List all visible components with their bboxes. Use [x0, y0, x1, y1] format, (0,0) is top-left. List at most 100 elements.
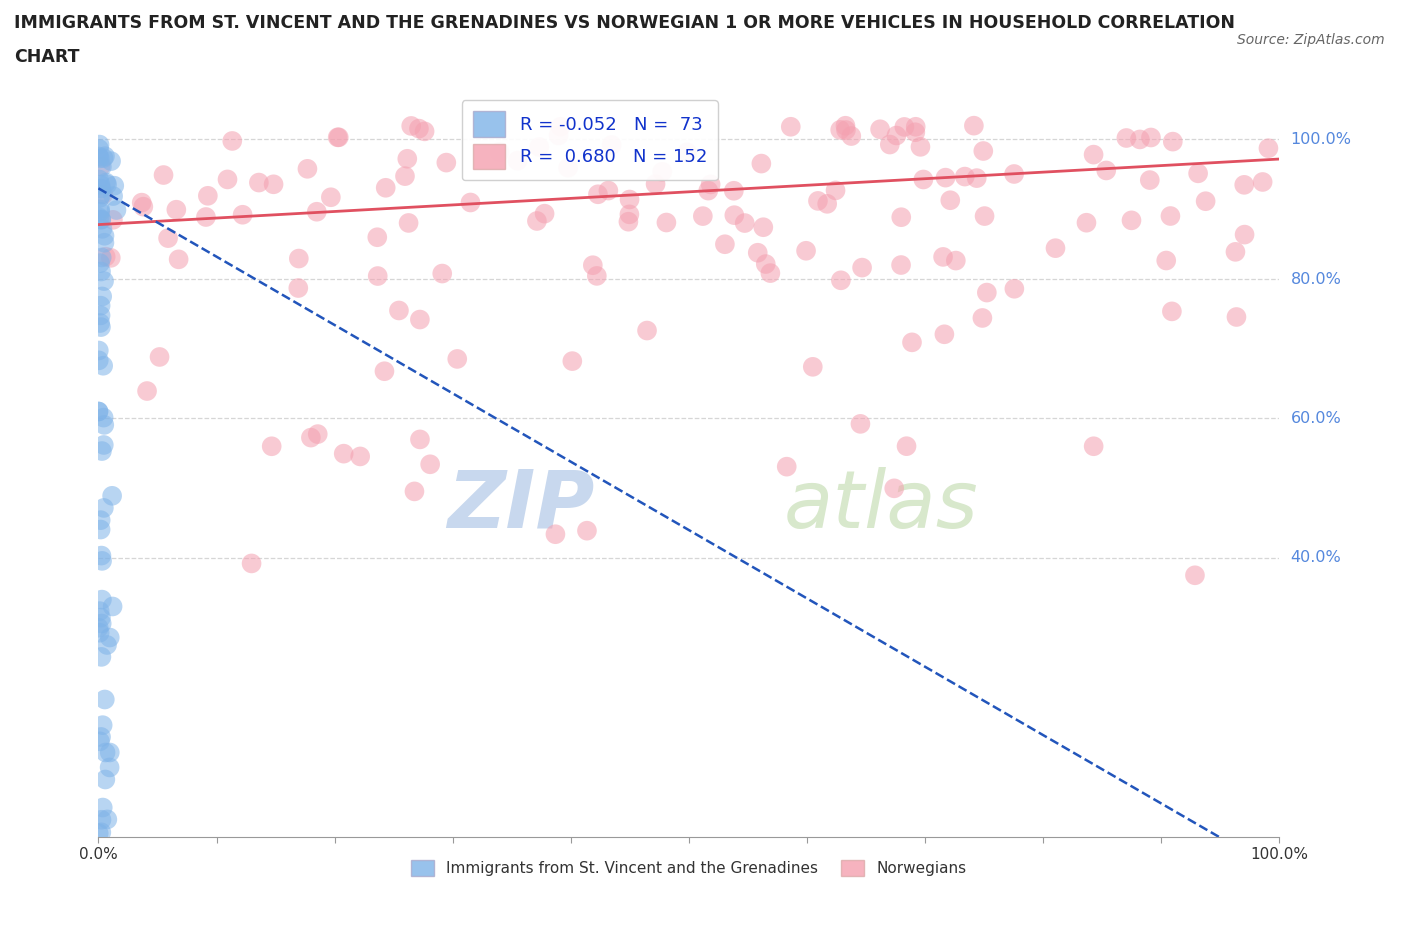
Point [98, 745, 121, 760]
Point [307, 427, 329, 442]
Point [194, 209, 217, 224]
Point [260, 439, 283, 454]
Point [1076, 215, 1098, 230]
Point [699, 177, 721, 192]
Point [319, 190, 342, 205]
Point [217, 172, 239, 187]
Point [367, 269, 389, 284]
Point [561, 353, 583, 368]
Point [1095, 163, 1118, 178]
Point [297, 162, 319, 177]
Point [1161, 134, 1184, 149]
Point [834, 118, 856, 133]
Point [105, 203, 128, 218]
Text: 80.0%: 80.0% [1291, 272, 1341, 286]
Point [332, 446, 354, 461]
Point [90, 159, 112, 174]
Point [835, 123, 858, 138]
Text: IMMIGRANTS FROM ST. VINCENT AND THE GRENADINES VS NORWEGIAN 1 OR MORE VEHICLES I: IMMIGRANTS FROM ST. VINCENT AND THE GREN… [14, 14, 1234, 32]
Point [934, 170, 956, 185]
Point [87, 149, 110, 164]
Point [96, 812, 118, 827]
Point [617, 214, 640, 229]
Point [87, 405, 110, 419]
Point [966, 171, 988, 186]
Point [893, 119, 915, 134]
Point [90, 299, 112, 313]
Point [288, 251, 311, 266]
Point [460, 195, 482, 210]
Point [89, 315, 111, 330]
Point [752, 219, 775, 234]
Point [89, 625, 111, 640]
Point [751, 156, 773, 171]
Point [1154, 253, 1177, 268]
Point [101, 599, 124, 614]
Point [94, 745, 117, 760]
Point [100, 250, 122, 265]
Point [619, 193, 641, 207]
Point [1233, 178, 1256, 193]
Point [408, 121, 430, 136]
Point [263, 177, 285, 192]
Point [91, 553, 114, 568]
Point [976, 286, 998, 300]
Point [90, 212, 112, 227]
Point [1140, 130, 1163, 145]
Point [404, 484, 426, 498]
Point [939, 193, 962, 207]
Point [398, 216, 420, 231]
Point [619, 206, 641, 221]
Point [221, 134, 243, 149]
Point [723, 183, 745, 198]
Point [87, 620, 110, 635]
Point [851, 260, 873, 275]
Point [94, 772, 117, 787]
Point [93, 418, 115, 432]
Point [910, 140, 932, 154]
Point [529, 140, 551, 154]
Point [1115, 130, 1137, 145]
Point [94, 692, 117, 707]
Point [89, 202, 111, 217]
Point [399, 118, 422, 133]
Point [759, 266, 782, 281]
Point [96, 638, 118, 653]
Point [101, 189, 124, 204]
Point [901, 335, 924, 350]
Point [434, 155, 457, 170]
Point [1187, 166, 1209, 180]
Point [896, 439, 918, 454]
Point [692, 208, 714, 223]
Point [90, 320, 112, 335]
Point [1225, 245, 1247, 259]
Point [934, 326, 956, 341]
Point [794, 244, 817, 259]
Point [90, 592, 112, 607]
Point [600, 138, 623, 153]
Point [374, 180, 396, 195]
Point [904, 119, 927, 134]
Point [90, 512, 112, 527]
Text: 100.0%: 100.0% [1291, 132, 1351, 147]
Point [98, 631, 121, 645]
Point [488, 144, 510, 159]
Point [598, 183, 620, 198]
Point [839, 128, 862, 143]
Point [93, 500, 115, 515]
Point [651, 165, 673, 179]
Point [807, 193, 830, 208]
Point [89, 604, 111, 618]
Point [544, 526, 567, 541]
Point [734, 216, 756, 231]
Point [90, 264, 112, 279]
Point [91, 289, 114, 304]
Point [879, 137, 901, 152]
Point [90, 649, 112, 664]
Point [396, 152, 419, 166]
Point [305, 205, 328, 219]
Point [636, 323, 658, 338]
Point [87, 141, 110, 156]
Point [815, 196, 838, 211]
Point [326, 130, 349, 145]
